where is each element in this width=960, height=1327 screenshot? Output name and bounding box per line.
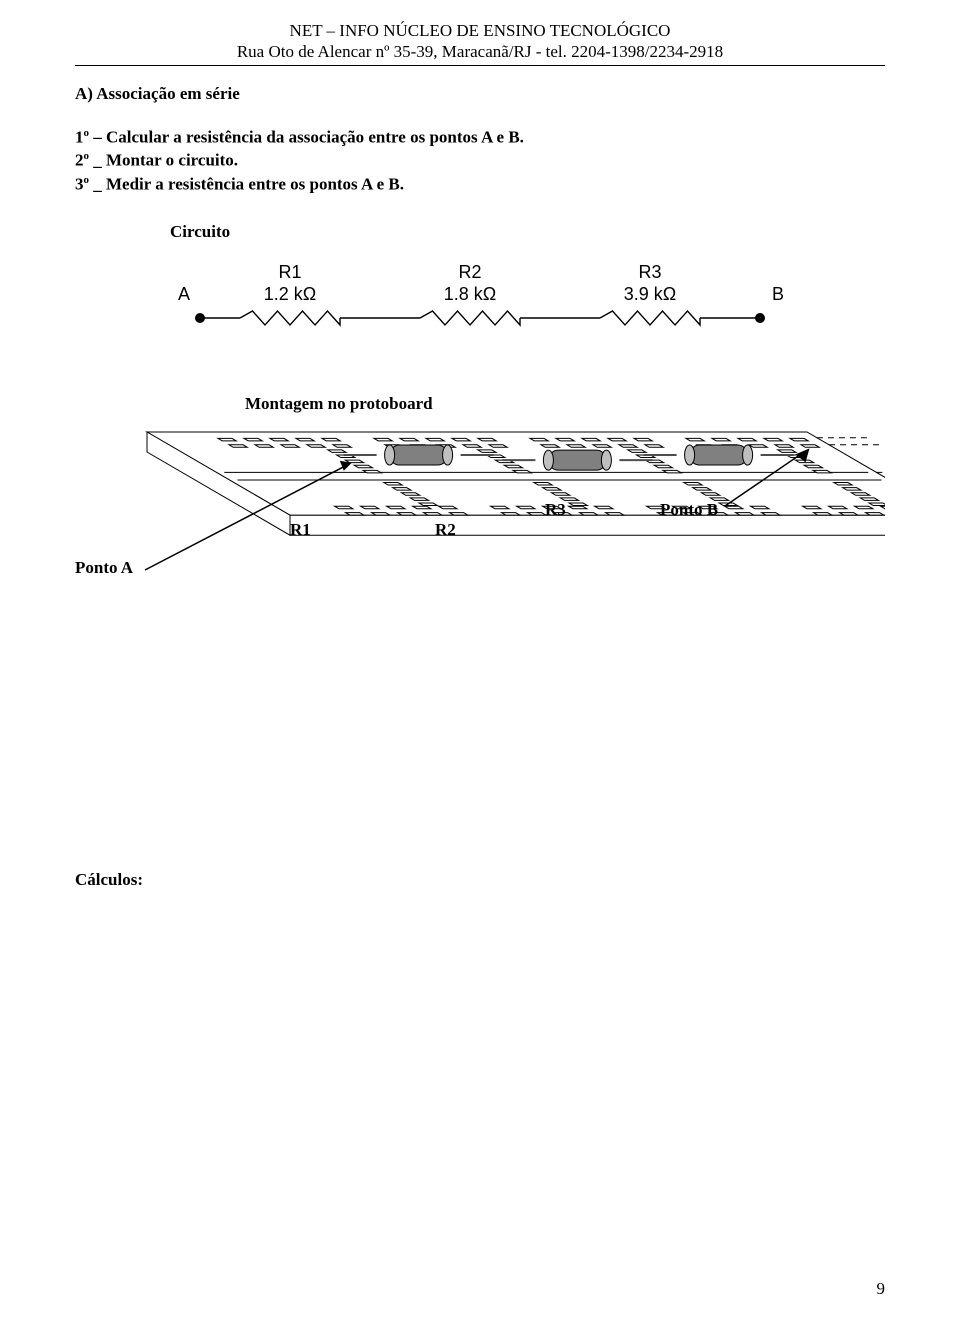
svg-text:3.9 kΩ: 3.9 kΩ	[624, 284, 676, 304]
step-1-text: – Calcular a resistência da associação e…	[89, 127, 524, 146]
label-ponto-b: Ponto B	[660, 500, 718, 520]
circuit-heading: Circuito	[170, 222, 885, 242]
label-r3: R3	[545, 500, 566, 520]
label-r2: R2	[435, 520, 456, 540]
step-2-text: _ Montar o circuito.	[89, 151, 238, 170]
header-line-2: Rua Oto de Alencar nº 35-39, Maracanã/RJ…	[75, 41, 885, 62]
header-line-1: NET – INFO NÚCLEO DE ENSINO TECNOLÓGICO	[75, 20, 885, 41]
circuit-diagram: R11.2 kΩ R21.8 kΩ R33.9 kΩ A B	[160, 256, 800, 346]
step-3-text: _ Medir a resistência entre os pontos A …	[89, 174, 404, 193]
step-3: 3o _ Medir a resistência entre os pontos…	[75, 173, 885, 197]
svg-text:1.2 kΩ: 1.2 kΩ	[264, 284, 316, 304]
montagem-heading: Montagem no protoboard	[245, 394, 885, 414]
svg-text:R3: R3	[638, 262, 661, 282]
label-r1: R1	[290, 520, 311, 540]
label-ponto-a: Ponto A	[75, 558, 133, 578]
step-2: 2o _ Montar o circuito.	[75, 149, 885, 173]
step-3-num: 3	[75, 174, 84, 193]
svg-text:1.8 kΩ: 1.8 kΩ	[444, 284, 496, 304]
svg-text:R1: R1	[278, 262, 301, 282]
svg-text:R2: R2	[458, 262, 481, 282]
calculos-heading: Cálculos:	[75, 870, 885, 890]
svg-text:A: A	[178, 284, 190, 304]
protoboard-diagram: Ponto A R1 R2 R3 Ponto B	[75, 420, 885, 740]
step-1-num: 1	[75, 127, 84, 146]
header-rule	[75, 65, 885, 66]
step-2-num: 2	[75, 151, 84, 170]
page-header: NET – INFO NÚCLEO DE ENSINO TECNOLÓGICO …	[75, 20, 885, 63]
svg-text:B: B	[772, 284, 784, 304]
page-number: 9	[877, 1279, 886, 1299]
section-title: A) Associação em série	[75, 84, 885, 104]
step-1: 1o – Calcular a resistência da associaçã…	[75, 126, 885, 150]
page: NET – INFO NÚCLEO DE ENSINO TECNOLÓGICO …	[0, 0, 960, 1327]
